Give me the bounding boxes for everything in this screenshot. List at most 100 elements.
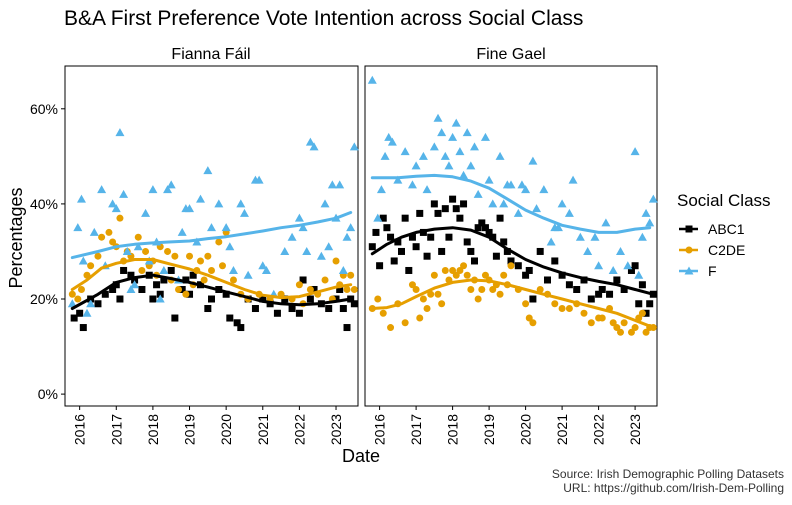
point-fianna-fail-abc1-26	[208, 295, 215, 303]
point-fine-gael-abc1-8	[398, 247, 405, 255]
point-fianna-fail-c2de-16	[142, 247, 150, 255]
point-fianna-fail-c2de-52	[343, 285, 351, 293]
panel-title-fianna-fail: Fianna Fáil	[171, 46, 250, 63]
point-fine-gael-f-31	[506, 180, 516, 189]
point-fianna-fail-abc1-0	[70, 314, 78, 322]
point-fianna-fail-f-1	[73, 223, 83, 232]
point-fine-gael-c2de-13	[434, 290, 442, 298]
point-fianna-fail-f-36	[228, 265, 238, 274]
point-fianna-fail-abc1-8	[116, 295, 124, 303]
point-fianna-fail-c2de-8	[109, 238, 117, 246]
point-fine-gael-f-11	[422, 185, 432, 194]
point-fianna-fail-abc1-12	[138, 285, 146, 293]
y-axis: 0% 20% 40% 60%	[30, 101, 65, 402]
point-fine-gael-abc1-25	[460, 200, 468, 208]
point-fianna-fail-c2de-32	[208, 266, 215, 274]
trend-line-fianna-fail-f	[70, 211, 353, 260]
point-fianna-fail-abc1-33	[251, 305, 259, 313]
point-fianna-fail-f-17	[141, 208, 151, 217]
x-tick-label-fianna-fail-2018: 2018	[145, 414, 161, 445]
point-fine-gael-f-40	[553, 223, 563, 232]
point-fianna-fail-f-24	[166, 180, 176, 189]
point-fianna-fail-abc1-31	[237, 324, 245, 332]
point-fianna-fail-f-30	[196, 194, 206, 203]
point-fianna-fail-c2de-34	[218, 262, 226, 270]
point-fianna-fail-abc1-4	[94, 300, 102, 308]
point-fine-gael-abc1-58	[635, 300, 643, 308]
point-fine-gael-c2de-30	[496, 290, 504, 298]
x-tick-label-fianna-fail-2020: 2020	[218, 414, 234, 445]
x-tick-label-fianna-fail-2016: 2016	[72, 414, 88, 445]
point-fine-gael-f-13	[433, 113, 443, 122]
point-fine-gael-abc1-12	[412, 243, 420, 251]
point-fianna-fail-abc1-1	[76, 309, 84, 317]
point-fine-gael-c2de-26	[481, 271, 489, 279]
point-fianna-fail-abc1-42	[310, 285, 318, 293]
point-fine-gael-f-19	[455, 147, 465, 156]
point-fine-gael-abc1-40	[522, 271, 530, 279]
point-fianna-fail-c2de-49	[332, 257, 340, 265]
legend-marker-f	[684, 266, 694, 275]
point-fianna-fail-f-57	[335, 180, 345, 189]
point-fianna-fail-c2de-26	[186, 252, 194, 260]
point-fine-gael-f-42	[564, 208, 574, 217]
point-fine-gael-c2de-56	[638, 309, 646, 317]
point-fianna-fail-c2de-4	[87, 262, 95, 270]
point-fine-gael-c2de-7	[412, 285, 420, 293]
point-fine-gael-c2de-54	[631, 324, 639, 332]
point-fianna-fail-abc1-21	[182, 276, 190, 284]
point-fianna-fail-abc1-34	[259, 295, 267, 303]
x-axis-label: Date	[342, 446, 380, 466]
point-fianna-fail-c2de-1	[74, 295, 82, 303]
point-fine-gael-abc1-37	[503, 247, 511, 255]
point-fianna-fail-c2de-10	[116, 214, 124, 222]
point-fianna-fail-f-4	[82, 308, 92, 317]
point-fianna-fail-f-61	[349, 142, 359, 151]
point-fine-gael-abc1-38	[507, 257, 515, 265]
point-fine-gael-f-54	[637, 232, 647, 241]
point-fine-gael-c2de-33	[507, 262, 515, 270]
point-fine-gael-c2de-2	[379, 309, 387, 317]
point-fine-gael-f-26	[484, 175, 494, 184]
x-tick-label-fine-gael-2017: 2017	[408, 414, 424, 445]
point-fianna-fail-abc1-36	[273, 309, 281, 317]
point-fine-gael-abc1-34	[492, 252, 500, 260]
point-fine-gael-f-34	[521, 185, 531, 194]
point-fianna-fail-c2de-21	[164, 247, 172, 255]
point-fine-gael-f-43	[568, 175, 578, 184]
point-fine-gael-c2de-15	[441, 266, 449, 274]
point-fianna-fail-f-15	[130, 280, 140, 289]
legend-item-f: F	[679, 263, 717, 279]
point-fianna-fail-abc1-47	[339, 305, 347, 313]
x-axis-fianna-fail: 2016 2017 2018 2019 2020 2021 2022 2023	[72, 406, 344, 445]
point-fianna-fail-abc1-41	[306, 295, 314, 303]
point-fine-gael-f-9	[411, 161, 421, 170]
point-fianna-fail-c2de-15	[138, 266, 146, 274]
legend-marker-c2de	[685, 246, 693, 254]
point-fine-gael-f-10	[418, 151, 428, 160]
point-fine-gael-abc1-53	[606, 290, 614, 298]
x-axis-fine-gael: 2016 2017 2018 2019 2020 2021 2022 2023	[372, 406, 643, 445]
point-fianna-fail-f-53	[320, 199, 330, 208]
trend-line-fine-gael-abc1	[370, 226, 655, 296]
point-fine-gael-f-4	[384, 132, 394, 141]
legend-label-c2de: C2DE	[708, 242, 745, 258]
point-fine-gael-abc1-9	[401, 214, 409, 222]
point-fianna-fail-abc1-37	[281, 295, 289, 303]
point-fine-gael-f-32	[513, 208, 523, 217]
point-fine-gael-abc1-2	[376, 262, 384, 270]
point-fine-gael-abc1-6	[390, 257, 398, 265]
point-fine-gael-abc1-26	[463, 238, 471, 246]
source-caption: Source: Irish Demographic Polling Datase…	[552, 467, 784, 481]
point-fine-gael-f-18	[451, 118, 461, 127]
point-fine-gael-c2de-14	[438, 300, 446, 308]
point-fine-gael-abc1-48	[573, 285, 581, 293]
point-fine-gael-c2de-12	[430, 271, 438, 279]
point-fianna-fail-f-26	[177, 227, 187, 236]
point-fine-gael-f-8	[407, 180, 417, 189]
point-fianna-fail-c2de-5	[94, 252, 102, 260]
point-fine-gael-abc1-4	[383, 224, 391, 232]
point-fianna-fail-f-0	[67, 299, 77, 308]
point-fine-gael-f-36	[532, 204, 542, 213]
point-fianna-fail-c2de-33	[215, 238, 223, 246]
